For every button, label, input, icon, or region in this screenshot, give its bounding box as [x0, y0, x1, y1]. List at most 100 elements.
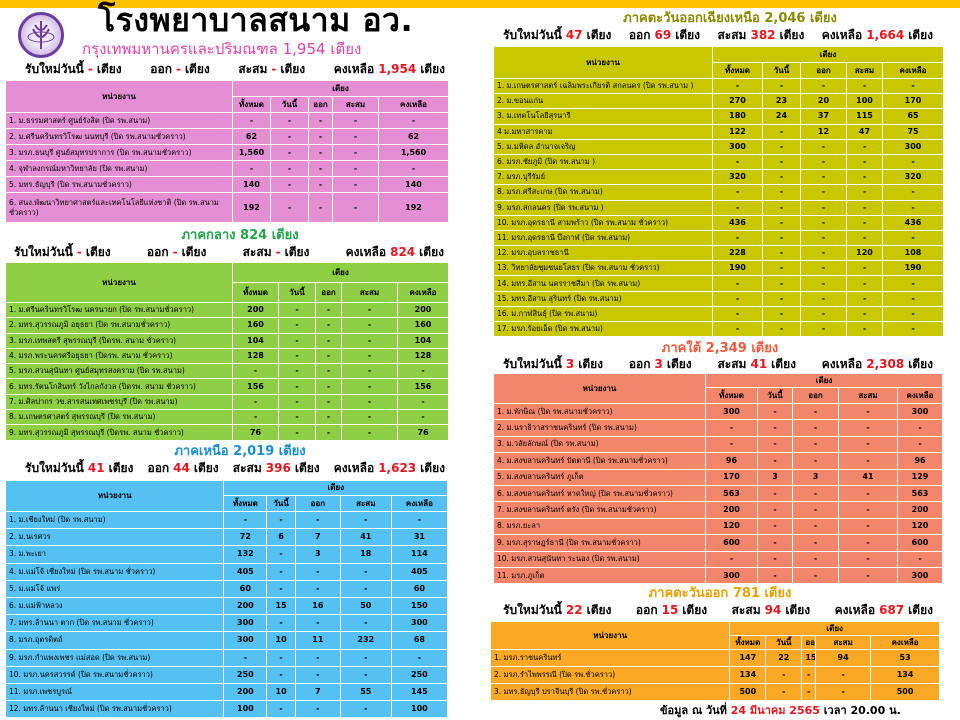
bed-count: 100 [846, 93, 883, 110]
bed-count: 12 [800, 123, 847, 140]
bed-count: - [341, 363, 398, 380]
bed-count: 72 [223, 528, 268, 547]
bed-count: 60 [390, 579, 449, 598]
bed-count: - [341, 378, 398, 395]
table-row: 3. ม.วลัยลักษณ์ (ปิด รพ.สนาม) - - - - - [493, 435, 944, 454]
summary-value: 94 [764, 603, 782, 617]
region-summary-south: รับใหม่วันนี้ 3 เตียง ออก 3 เตียง สะสม 41 เตียงค… [503, 357, 933, 371]
table-row: 15. มทร.อีสาน สุรินทร์ (ปิด รพ.สนาม) - - - -… [493, 290, 945, 307]
table-row: 2. ม.ขอนแก่น 270 23 20 100 170 [493, 93, 945, 110]
table-row: 4. ม.สงขลานครินทร์ ปัตตานี (ปิด รพ.สนามช… [493, 452, 944, 470]
bed-count: - [846, 138, 883, 155]
summary-label: สะสม [242, 245, 272, 259]
bed-count: - [846, 305, 883, 323]
bed-count: - [339, 700, 392, 719]
bed-count: 23 [762, 93, 801, 110]
bed-count: - [846, 260, 883, 277]
table-row: 1. ม.เกษตรศาสตร์ เฉลิมพระเกียรติ สกลนคร … [493, 77, 945, 95]
bed-count: 122 [712, 123, 763, 140]
table-row: 1. ม.เชียงใหม่ (ปิด รพ.สนาม) - - - - - [4, 510, 449, 530]
bed-count: 6 [266, 528, 296, 547]
unit-name: 5. มทร.ธัญบุรี (ปิด รพ.สนามชั่วคราว) [5, 176, 233, 193]
bed-count: - [815, 683, 872, 701]
col-header-today: วันนี้ [278, 282, 316, 303]
summary-value: - [172, 245, 178, 259]
summary-remaining: คงเหลือ 824 เตียง [346, 245, 444, 259]
table-row: 8. มรภ.ยะลา 120- - -120 [493, 517, 944, 536]
bed-count: 76 [396, 424, 450, 441]
bed-count: - [762, 169, 801, 186]
col-header-cumulative: สะสม [838, 387, 898, 404]
unit-name: 14. มทร.อีสาน นครราชสีมา (ปิด รพ.สนาม) [493, 275, 713, 292]
table-row: 8. มรภ.ศรีสะเกษ (ปิด รพ.สนาม) - - - - - [493, 184, 945, 201]
bed-count: - [377, 112, 450, 129]
unit-name: 2. ม.นราธิวาสราชนครินทร์ (ปิด รพ.สนาม) [493, 419, 706, 437]
unit-name: 1. ม.เกษตรศาสตร์ เฉลิมพระเกียรติ สกลนคร … [493, 77, 713, 95]
table-row: 3. ม.พะเยา 132-3 18 114 [4, 545, 449, 564]
bed-count: 94 [815, 649, 872, 667]
bed-count: - [270, 128, 309, 145]
bed-count: - [315, 363, 342, 380]
table-row: 6. ม.แม่ฟ้าหลวง 200 15 16 50 150 [4, 596, 449, 616]
bed-count: 156 [396, 378, 450, 395]
bed-count: 200 [896, 501, 944, 519]
col-header-out: ออก [800, 62, 847, 79]
table-row: 7. มรภ.บุรีรัมย์ 320- - -320 [493, 169, 945, 186]
bed-count: - [712, 305, 763, 323]
bed-count: - [762, 275, 801, 292]
table-row: 2. ม.ศรีนครินทรวิโรฒ นนทบุรี (ปิด รพ.สนา… [5, 128, 450, 145]
bed-count: - [838, 566, 898, 585]
bed-count: - [792, 517, 839, 536]
bed-count: - [278, 301, 316, 319]
bed-count: 134 [729, 666, 767, 684]
bed-count: - [838, 550, 898, 568]
bed-count: - [846, 320, 883, 338]
col-header-today: วันนี้ [266, 495, 296, 512]
bed-count: - [800, 184, 847, 201]
bed-count: - [846, 77, 883, 95]
bed-count: - [792, 566, 839, 585]
bed-count: - [396, 409, 450, 426]
bed-count: - [757, 435, 793, 454]
summary-label: รับใหม่วันนี้ [503, 28, 562, 42]
bed-count: - [308, 144, 333, 161]
unit-name: 4. ม.แม่โจ้ เชียงใหม่ (ปิด รพ.สนาม ชั่วค… [4, 562, 225, 581]
bed-count: 7 [294, 682, 341, 702]
unit-name: 5. ม.มหิดล อำนาจเจริญ [493, 138, 713, 155]
bed-count: 200 [705, 501, 758, 519]
bed-count: - [792, 484, 839, 503]
bed-count: - [896, 419, 944, 437]
summary-value: 1,664 [866, 28, 905, 42]
summary-label: ออก [635, 603, 658, 617]
bed-count: - [846, 229, 883, 247]
summary-remaining: คงเหลือ 1,664 เตียง [822, 28, 933, 42]
unit-name: 3. มทร.ธัญบุรี ปราจีนบุรี (ปิด รพ.ชั่วคร… [489, 683, 731, 701]
bed-count: 129 [896, 468, 944, 486]
summary-cumulative: สะสม 94 เตียง [732, 603, 811, 617]
bed-count: 41 [838, 468, 898, 486]
table-row: 1. มรภ.ราชนครินทร์ 147 22 15 94 53 [489, 649, 940, 667]
bed-count: - [266, 665, 296, 684]
bed-count: - [270, 176, 309, 193]
col-header-remaining: คงเหลือ [396, 282, 450, 303]
bed-count: - [232, 112, 271, 129]
bed-count: 190 [881, 260, 945, 277]
col-header-cumulative: สะสม [332, 96, 379, 113]
table-row: 6. มรภ.ชัยภูมิ (ปิด รพ.สนาม ) - - - - - [493, 153, 945, 171]
table-row: 1. ม.ศรีนครินทรวิโรฒ นครนายก (ปิด รพ.สนา… [5, 301, 450, 319]
unit-name: 8. มรภ.อุตรดิตถ์ [4, 631, 225, 650]
bed-count: - [315, 424, 342, 441]
summary-new: รับใหม่วันนี้ 47 เตียง [503, 28, 611, 42]
bed-count: - [278, 317, 316, 334]
bed-count: - [294, 614, 341, 633]
col-header-today: วันนี้ [762, 62, 801, 79]
unit-name: 6. ม.แม่ฟ้าหลวง [4, 596, 225, 616]
unit-name: 11. มรภ.ภูเก็ต [493, 566, 706, 585]
bed-count: - [800, 260, 847, 277]
bed-count: 65 [881, 108, 945, 125]
data-timestamp: ข้อมูล ณ วันที่ 24 มีนาคม 2565 เวลา 20.0… [660, 704, 901, 718]
unit-name: 1. มรภ.ราชนครินทร์ [489, 649, 731, 667]
bed-count: - [881, 184, 945, 201]
unit-name: 11. มรภ.อุดรธานี บึงกาฬ (ปิด รพ.สนาม) [493, 229, 713, 247]
